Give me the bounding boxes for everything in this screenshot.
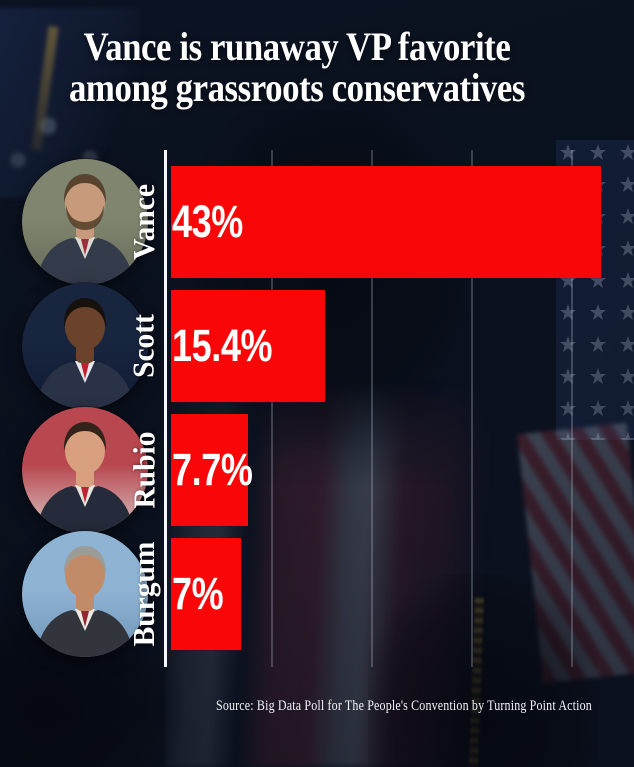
value-label-burgum: 7% [172,568,224,619]
bar-vance [171,166,601,278]
chart-title: Vance is runaway VP favorite among grass… [0,26,594,108]
gridline-10pct [271,150,273,667]
gridline-20pct [371,150,373,667]
bar-burgum [171,538,241,650]
gridline-40pct [571,150,573,667]
avatar-burgum [22,531,148,657]
value-label-scott: 15.4% [172,320,273,371]
avatar-scott [22,283,148,409]
chart-row-scott: Scott 15.4% [0,283,634,409]
value-label-vance: 43% [172,196,243,247]
avatar-beard [66,205,104,230]
name-label-burgum: Burgum [126,541,161,647]
chart-title-line-1: Vance is runaway VP favorite [83,24,511,69]
bar-scott [171,290,325,402]
chart-row-vance: Vance 43% [0,159,634,285]
gridline-30pct [471,150,473,667]
source-attribution: Source: Big Data Poll for The People's C… [216,698,592,714]
name-label-rubio: Rubio [126,431,162,509]
chart-row-rubio: Rubio 7.7% [0,407,634,533]
avatar-rubio [22,407,148,533]
chart-title-line-2: among grassroots conservatives [68,65,526,110]
avatar-vance [22,159,148,285]
value-label-rubio: 7.7% [172,444,253,495]
name-label-vance: Vance [126,184,161,260]
chart-row-burgum: Burgum 7% [0,531,634,657]
bar-rubio [171,414,248,526]
y-axis-line [164,150,167,667]
name-label-scott: Scott [126,314,161,378]
